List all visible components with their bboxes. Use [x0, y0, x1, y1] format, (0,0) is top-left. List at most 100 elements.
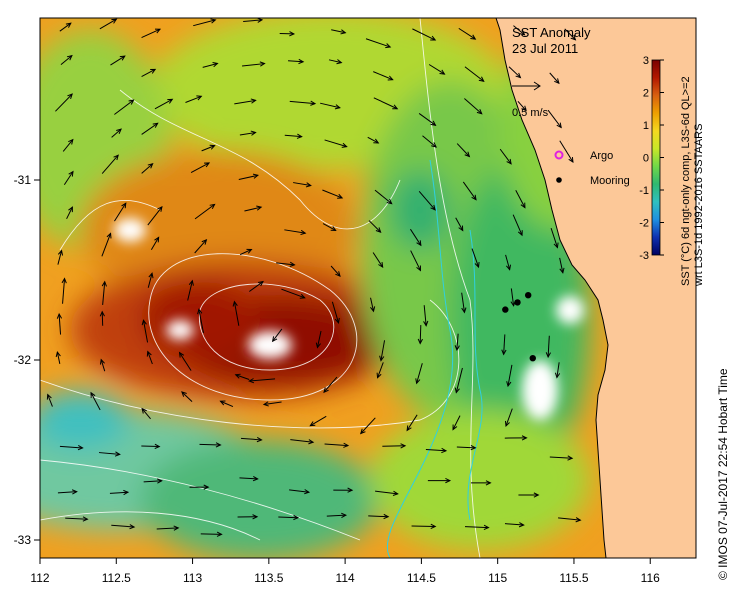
current-vector-head [483, 524, 490, 531]
current-vector-head [416, 265, 421, 272]
current-vector-head [204, 162, 211, 168]
current-vector-head [66, 54, 73, 61]
colorbar-tick-label: 1 [643, 120, 649, 132]
current-vector-head [375, 227, 382, 233]
current-vector-head [196, 95, 203, 101]
x-tick-label: 114 [336, 571, 355, 585]
current-vector [556, 362, 560, 378]
current-vector [564, 28, 576, 41]
current-vector [456, 333, 459, 350]
current-vector [289, 100, 316, 105]
scale-vector [512, 81, 541, 91]
current-vector-head [461, 307, 467, 314]
current-vector [272, 328, 283, 342]
current-vector [547, 335, 550, 357]
current-vector [455, 367, 463, 393]
current-vector-head [386, 198, 393, 205]
current-vector-head [559, 267, 565, 274]
current-vector [293, 182, 311, 187]
current-vector [382, 445, 406, 447]
y-tick-label: -33 [14, 533, 32, 547]
current-vector-head [121, 202, 127, 209]
current-vector [373, 97, 398, 110]
current-vector [150, 237, 160, 250]
current-vector [559, 140, 574, 163]
mooring-marker [529, 355, 536, 362]
current-vector [56, 352, 61, 364]
current-vector [284, 134, 302, 138]
current-vector [98, 452, 120, 455]
current-vector-head [257, 280, 264, 287]
current-vector [368, 220, 381, 233]
current-vectors [46, 18, 582, 537]
current-vector [220, 400, 234, 408]
current-vector-head [570, 34, 577, 41]
current-vector-head [506, 158, 512, 165]
current-vector-head [246, 248, 253, 254]
current-vector-head [252, 173, 260, 179]
current-vector-head [533, 492, 540, 498]
current-vector [187, 280, 193, 301]
current-vector-head [152, 122, 159, 128]
current-vector [66, 206, 73, 220]
current-vector [234, 99, 256, 105]
x-tick-label: 114.5 [407, 571, 436, 585]
current-vector [462, 181, 477, 201]
current-vector [549, 456, 573, 459]
current-vector-head [209, 203, 216, 210]
current-vector [62, 139, 74, 152]
current-vector [515, 190, 526, 208]
current-vector-head [256, 205, 263, 211]
current-vector-head [430, 523, 437, 530]
map-plot-area [40, 18, 696, 558]
current-vector-head [114, 451, 121, 457]
current-vector [62, 278, 66, 304]
current-vector [360, 417, 376, 434]
current-vector [323, 376, 338, 393]
current-vector [507, 364, 513, 387]
current-vector [59, 445, 83, 449]
current-vector-head [259, 61, 266, 67]
current-vector [549, 72, 560, 84]
current-vector [249, 378, 276, 382]
current-vector-head [256, 436, 263, 443]
current-vector-head [545, 352, 551, 359]
current-vector-head [458, 225, 464, 232]
current-vector [290, 439, 314, 443]
current-vector [331, 29, 346, 34]
current-vector [410, 228, 422, 246]
current-vector [185, 95, 202, 103]
current-vector [235, 374, 250, 380]
current-vector [373, 71, 393, 81]
mooring-marker [502, 306, 509, 313]
current-vector [330, 265, 341, 277]
current-vector-head [554, 372, 561, 379]
current-vector-head [289, 261, 296, 267]
current-vector-head [452, 424, 458, 431]
current-vector-head [501, 349, 507, 356]
current-vector-head [379, 355, 385, 362]
current-vector-head [67, 93, 73, 100]
sst-anomaly-field [40, 18, 620, 558]
current-vector [464, 98, 483, 115]
colorbar-label-line1: SST (°C) 6d ngt-only comp, L3S-6d QL>=2 [680, 76, 692, 286]
current-vector [154, 98, 173, 110]
current-vector [504, 523, 524, 526]
current-vector [368, 515, 389, 518]
current-vector [233, 301, 240, 326]
current-vector-head [478, 76, 485, 82]
current-vector-head [299, 293, 306, 299]
current-vector-head [178, 351, 185, 358]
current-vector-head [156, 478, 163, 484]
current-vector-head [406, 425, 412, 432]
current-vector [143, 480, 162, 483]
current-vector [141, 68, 156, 77]
current-vector-head [471, 194, 477, 201]
current-vector [142, 320, 149, 343]
current-vector-head [334, 317, 340, 324]
current-vector-head [383, 513, 390, 520]
current-vector [47, 394, 53, 407]
current-vector-head [154, 28, 162, 34]
x-tick-label: 115.5 [559, 571, 588, 585]
current-vector-head [128, 99, 135, 105]
